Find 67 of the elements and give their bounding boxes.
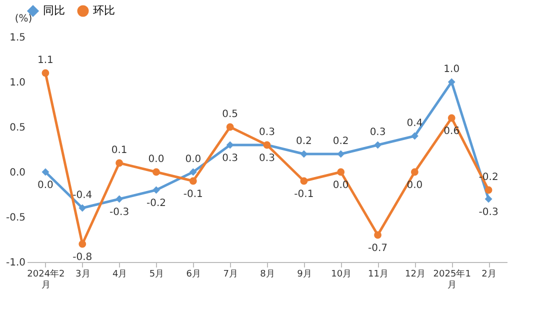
x-tick-label: 2月 [482, 270, 496, 280]
data-label: 0.0 [185, 154, 202, 165]
data-label: 0.3 [370, 127, 386, 138]
data-label: 0.2 [332, 136, 349, 147]
y-tick-label: 1.5 [10, 32, 26, 44]
legend-label: 同比 [43, 4, 65, 17]
data-label: 0.3 [259, 153, 275, 164]
x-tick-label: 11月 [368, 270, 388, 280]
x-tick-label: 9月 [297, 270, 312, 280]
data-label: -0.7 [368, 243, 388, 254]
y-tick-label: 0.5 [10, 122, 26, 134]
data-label: 1.0 [444, 64, 460, 75]
x-tick-label: 2025年1月 [433, 268, 471, 290]
legend-label: 环比 [93, 4, 115, 17]
data-label: -0.4 [72, 190, 92, 201]
point [448, 114, 456, 122]
x-tick-label: 4月 [112, 270, 128, 280]
point [42, 168, 50, 176]
point [337, 150, 345, 158]
data-label: -0.3 [478, 207, 498, 218]
point [337, 168, 345, 176]
point [226, 123, 234, 131]
y-tick-label: -0.5 [6, 212, 26, 224]
point [374, 231, 382, 239]
point [410, 168, 418, 176]
data-label: 0.0 [332, 180, 349, 191]
point [42, 69, 50, 77]
data-label: 0.5 [222, 109, 238, 120]
data-label: 0.0 [38, 180, 54, 191]
data-label: 0.2 [296, 136, 312, 147]
data-label: -0.3 [110, 207, 130, 218]
data-label: -0.1 [294, 189, 314, 200]
point [152, 168, 160, 176]
data-label: -0.8 [72, 252, 92, 263]
point [484, 186, 492, 194]
data-label: 0.3 [259, 127, 275, 138]
data-label: 1.1 [38, 55, 54, 66]
x-tick-label: 7月 [223, 270, 238, 280]
point [189, 177, 197, 185]
point [484, 195, 492, 203]
y-axis-title: (%) [14, 14, 32, 24]
y-tick-label: -1.0 [6, 258, 26, 268]
point [116, 195, 124, 203]
data-label: -0.2 [146, 198, 166, 209]
x-tick-label: 5月 [149, 270, 164, 280]
point [78, 204, 86, 212]
point [78, 240, 86, 248]
y-tick-label: 0.0 [10, 168, 26, 178]
x-tick-label: 8月 [260, 270, 275, 280]
x-tick-label: 3月 [76, 270, 90, 280]
y-tick-label: 1.0 [10, 78, 26, 88]
x-tick-label: 6月 [186, 270, 202, 280]
point [189, 168, 197, 176]
data-label: 0.0 [406, 180, 423, 191]
x-tick-label: 10月 [331, 270, 352, 280]
point [410, 132, 418, 140]
x-tick-label: 12月 [404, 270, 426, 280]
data-label: 0.1 [111, 145, 128, 156]
data-label: 0.3 [222, 153, 238, 164]
point [300, 177, 308, 185]
data-label: -0.1 [183, 189, 203, 200]
data-label: 0.0 [148, 154, 164, 165]
point [116, 159, 124, 167]
point [226, 141, 234, 149]
data-label: 0.4 [406, 118, 423, 129]
point [448, 78, 456, 86]
x-tick-label: 2024年2月 [27, 268, 65, 290]
